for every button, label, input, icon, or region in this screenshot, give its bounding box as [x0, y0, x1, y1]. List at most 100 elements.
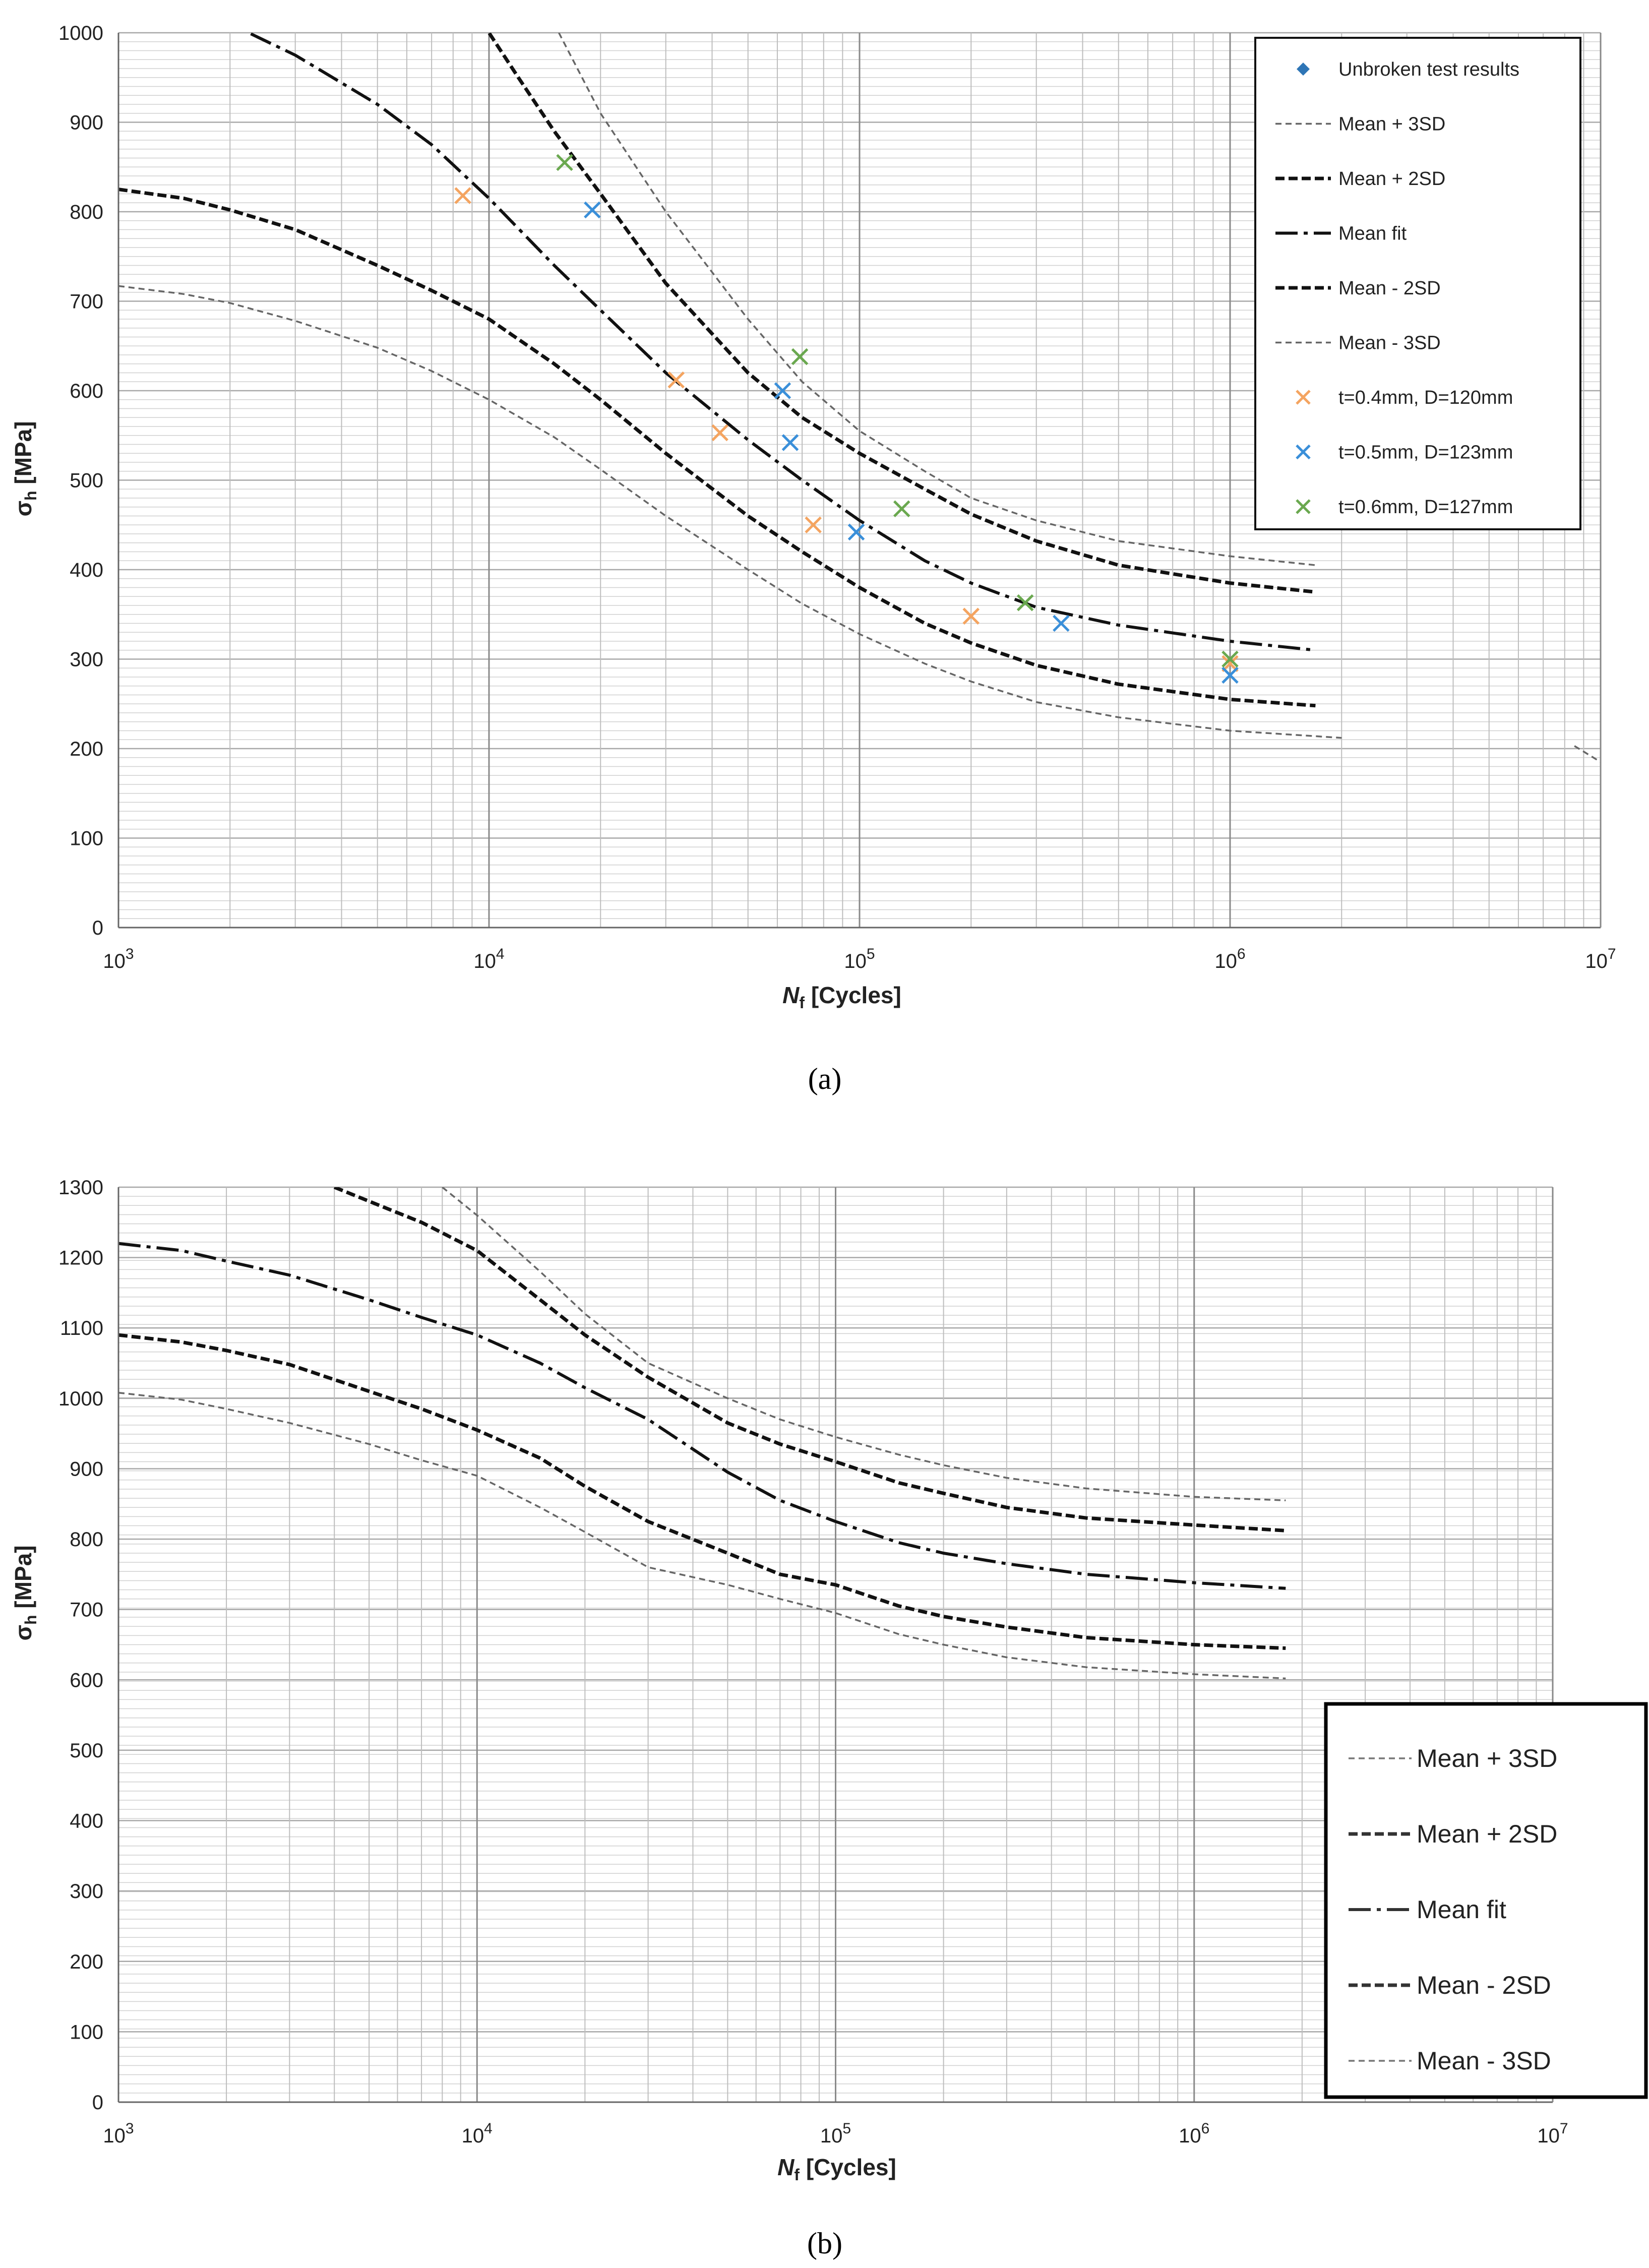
data-point-stroke [962, 607, 980, 625]
y-tick-label: 1000 [58, 1388, 103, 1410]
legend-entry: Mean - 2SD [1275, 278, 1441, 299]
y-tick-label: 0 [92, 2092, 103, 2114]
legend-entry: Mean - 2SD [1349, 1971, 1551, 1999]
legend-x-marker [1296, 499, 1311, 514]
data-point [781, 434, 799, 451]
data-point-stroke [774, 382, 791, 399]
y-tick-label: 400 [70, 1810, 103, 1832]
y-tick-label: 600 [70, 1669, 103, 1691]
caption-a: (a) [808, 1062, 842, 1095]
y-tick-label: 200 [70, 738, 103, 760]
x-tick-label: 107 [1585, 946, 1616, 972]
data-point [847, 523, 865, 541]
legend-label: t=0.4mm, D=120mm [1338, 387, 1513, 408]
legend-b: Mean + 3SD Mean + 2SD Mean fit Mean - 2SD Me… [1324, 1702, 1648, 2099]
x-axis-label-b: Nf [Cycles] [777, 2154, 896, 2184]
data-point [667, 371, 685, 389]
data-point [774, 382, 791, 399]
data-point [1053, 615, 1070, 632]
data-point-stroke [781, 434, 799, 451]
legend-entry: Mean + 2SD [1275, 168, 1445, 190]
data-point-stroke [556, 154, 573, 171]
data-point [1222, 650, 1239, 668]
legend-box [1324, 1702, 1648, 2099]
ticks-b: 0 100 200 300 400 500 600 700 800 900 1000 1100 1200… [58, 1177, 1568, 2147]
x-tick-label: 104 [462, 2120, 493, 2147]
legend-entry: Unbroken test results [1297, 59, 1519, 80]
curve-tail [1574, 745, 1601, 763]
legend-entry: Mean + 2SD [1349, 1820, 1557, 1848]
chart-panel-a: 0 100 200 300 400 500 600 700 800 900 1000 103 104 10… [10, 22, 1616, 1095]
y-tick-label: 200 [70, 1951, 103, 1973]
y-tick-label: 400 [70, 559, 103, 581]
y-tick-label: 800 [70, 1528, 103, 1551]
curve-mean-2sd [118, 188, 1316, 708]
y-tick-label: 100 [70, 828, 103, 850]
y-tick-label: 1300 [58, 1177, 103, 1199]
legend-label: Mean - 3SD [1417, 2047, 1551, 2075]
data-point [711, 424, 728, 442]
data-point-stroke [847, 523, 865, 541]
data-point-stroke [1053, 615, 1070, 632]
legend-label: Mean - 2SD [1338, 278, 1441, 299]
curves-b [118, 1187, 1286, 1680]
data-point [791, 348, 809, 365]
legend-label: Mean + 2SD [1338, 168, 1445, 190]
x-tick-label: 105 [820, 2120, 851, 2147]
data-point-stroke [1016, 594, 1034, 611]
curve-mean-3sd [118, 1391, 1286, 1680]
y-tick-label: 100 [70, 2021, 103, 2043]
y-tick-label: 900 [70, 112, 103, 134]
y-tick-label: 900 [70, 1458, 103, 1480]
legend-x-marker [1296, 390, 1311, 405]
legend-label: Mean - 3SD [1338, 333, 1441, 354]
data-point [962, 607, 980, 625]
legend-entry: Mean + 3SD [1275, 114, 1445, 135]
curve-mean-fit [118, 1242, 1286, 1590]
chart-panel-b: 0 100 200 300 400 500 600 700 800 900 1000 1100 1200… [10, 1177, 1648, 2260]
x-axis-label-a: Nf [Cycles] [782, 982, 901, 1012]
legend-entry: Mean fit [1349, 1895, 1506, 1924]
data-point-stroke [667, 371, 685, 389]
curve-mean-2sd [486, 33, 1316, 594]
grid-b [117, 1186, 1554, 2103]
legend-entry: t=0.6mm, D=127mm [1296, 497, 1513, 518]
data-point-stroke [893, 500, 910, 518]
y-axis-label-a: σh [MPa] [10, 421, 40, 516]
data-point [1222, 666, 1239, 684]
data-point [556, 154, 573, 171]
data-point-stroke [711, 424, 728, 442]
legend-entry: Mean fit [1275, 223, 1407, 244]
legend-diamond-marker [1297, 63, 1310, 76]
y-tick-label: 300 [70, 649, 103, 671]
points-a [454, 154, 1239, 684]
x-tick-label: 106 [1179, 2120, 1209, 2147]
ticks-a: 0 100 200 300 400 500 600 700 800 900 1000 103 104 10… [58, 22, 1616, 972]
legend-a: Unbroken test results Mean + 3SD Mean + 2S… [1254, 37, 1581, 530]
y-tick-label: 1100 [60, 1317, 103, 1339]
y-tick-label: 1000 [58, 22, 103, 44]
y-tick-label: 700 [70, 1599, 103, 1621]
curve-mean-2sd [118, 1333, 1286, 1650]
legend-label: Mean fit [1338, 223, 1407, 244]
curve-mean-fit [245, 33, 1316, 652]
y-tick-label: 0 [92, 917, 103, 939]
data-point [584, 201, 601, 219]
curve-mean-3sd [558, 33, 1316, 566]
data-point-stroke [1222, 650, 1239, 668]
x-tick-label: 104 [473, 946, 504, 972]
y-tick-label: 300 [70, 1880, 103, 1903]
legend-entry: Mean - 3SD [1275, 333, 1441, 354]
axes-a [117, 33, 1601, 929]
legend-entry: Mean + 3SD [1349, 1744, 1557, 1772]
data-point [893, 500, 910, 518]
data-point-stroke [805, 516, 822, 534]
y-tick-label: 700 [70, 291, 103, 313]
legend-label: t=0.5mm, D=123mm [1338, 442, 1513, 463]
caption-b: (b) [807, 2227, 842, 2260]
y-axis-label-b: σh [MPa] [10, 1545, 40, 1640]
legend-entry: t=0.4mm, D=120mm [1296, 387, 1513, 408]
data-point-stroke [584, 201, 601, 219]
legend-label: Mean + 3SD [1338, 114, 1445, 135]
